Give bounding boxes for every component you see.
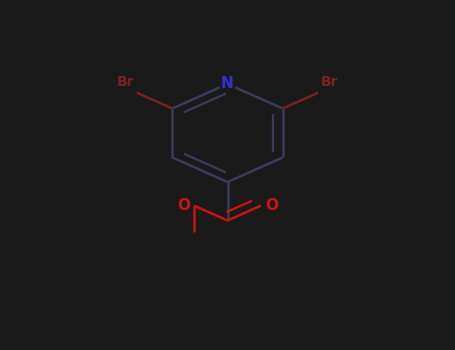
Text: Br: Br: [117, 75, 135, 89]
Text: Br: Br: [320, 75, 338, 89]
Text: N: N: [221, 77, 234, 91]
Text: O: O: [266, 198, 278, 213]
Text: O: O: [177, 198, 190, 213]
